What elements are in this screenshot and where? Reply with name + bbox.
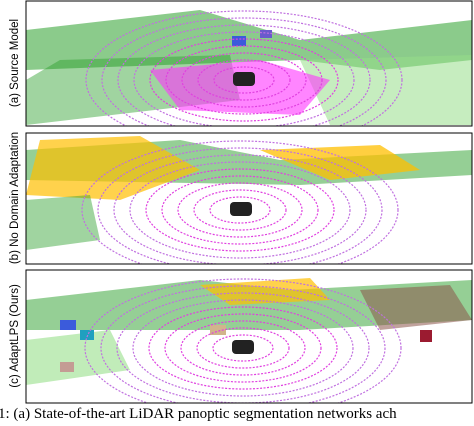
scan-ring: [129, 161, 351, 259]
scan-ring: [161, 175, 319, 245]
scan-ring: [181, 52, 307, 108]
scan-ring: [101, 17, 387, 126]
scan-ring: [209, 196, 271, 224]
panel-a-scan: [26, 1, 472, 126]
scan-ring: [197, 59, 291, 101]
scan-ring: [100, 285, 386, 403]
caption: 1: (a) State-of-the-art LiDAR panoptic s…: [0, 406, 397, 422]
panel-b-scan: [26, 133, 472, 264]
scan-ring: [180, 320, 306, 376]
scan-ring: [177, 182, 303, 238]
panel-c-scan: [26, 270, 472, 403]
panel-label: (c) AdaptLPS (Ours): [9, 284, 21, 388]
scan-ring: [193, 189, 287, 231]
scan-ring: [145, 168, 335, 252]
panel-frame: [25, 269, 473, 404]
scan-ring: [132, 299, 354, 397]
scan-ring: [133, 31, 355, 126]
scan-ring: [84, 278, 402, 403]
scan-ring: [165, 45, 323, 115]
scan-ring: [117, 24, 371, 126]
scan-ring: [213, 66, 275, 94]
panel-frame: [25, 0, 473, 127]
scan-ring: [149, 38, 339, 122]
scan-ring: [196, 327, 290, 369]
scan-ring: [113, 154, 367, 264]
scan-ring: [97, 147, 383, 264]
scan-ring: [81, 140, 399, 264]
scan-ring: [212, 334, 274, 362]
panel-frame: [25, 132, 473, 265]
scan-ring: [85, 10, 403, 126]
panel-label: (b) No Domain Adaptation: [9, 132, 21, 264]
panel-label: (a) Source Model: [9, 19, 21, 107]
scan-ring: [116, 292, 370, 403]
scan-ring: [148, 306, 338, 390]
scan-ring: [164, 313, 322, 383]
